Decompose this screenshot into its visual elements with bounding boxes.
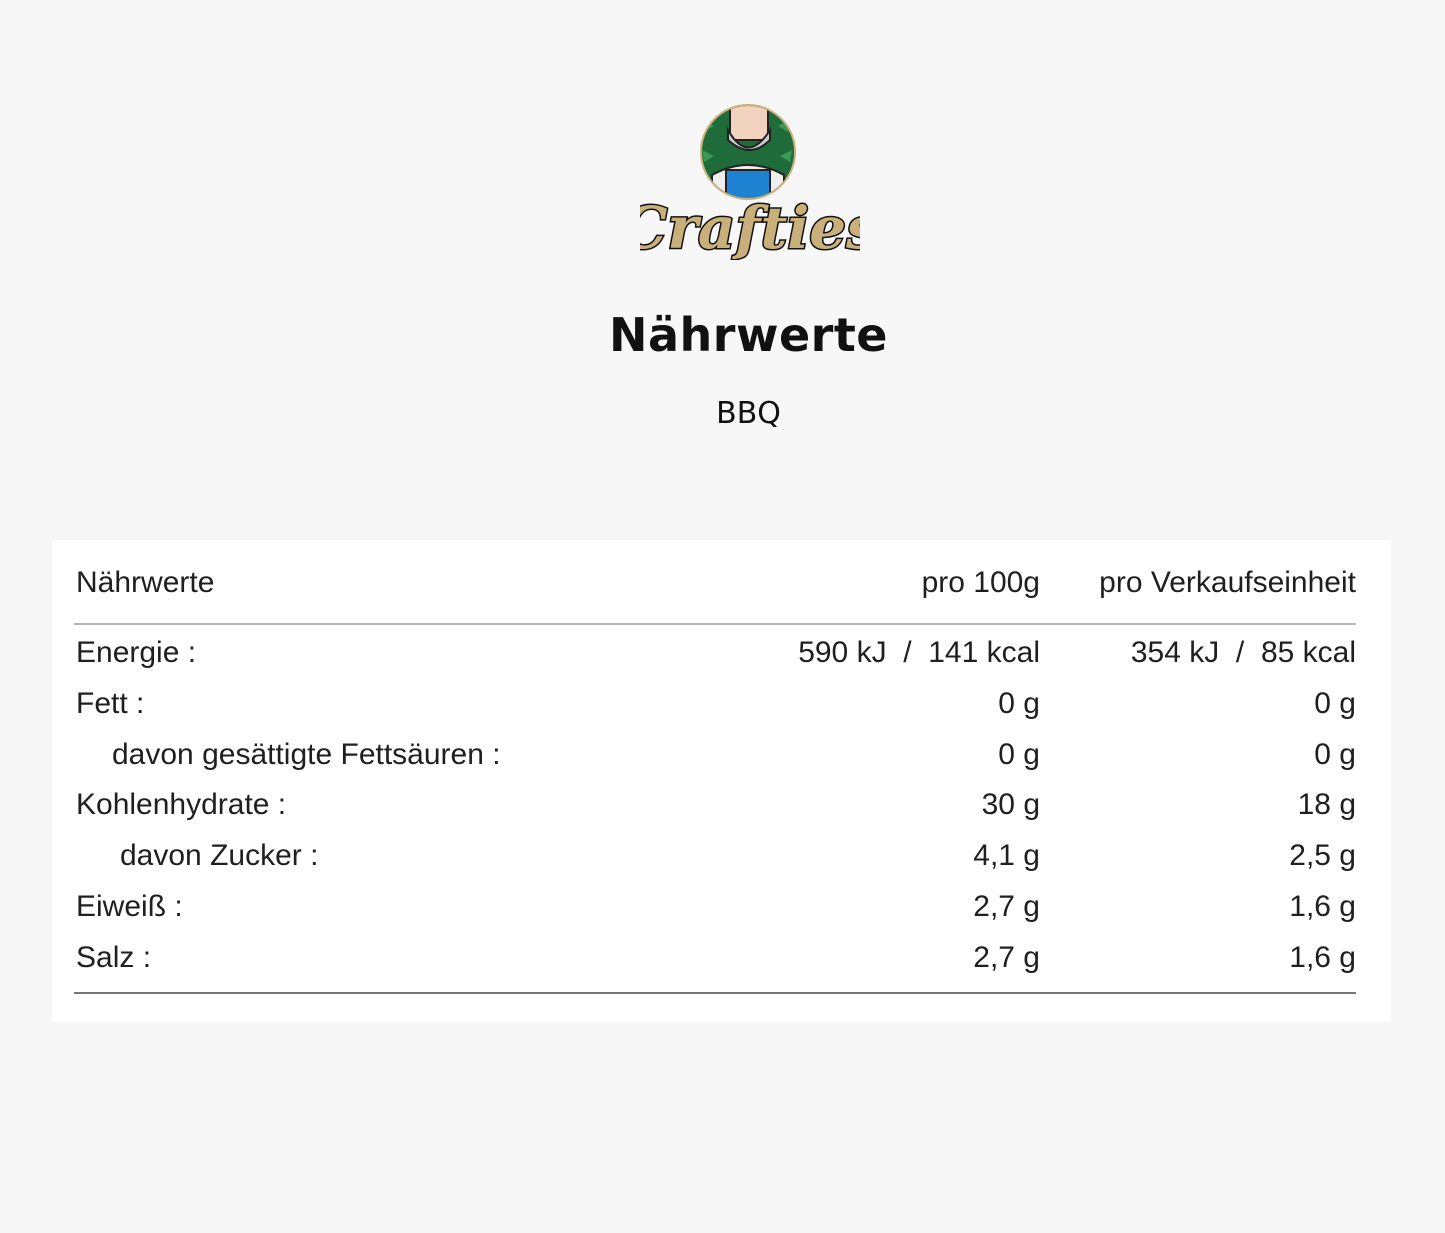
value-per-unit: 354 kJ / 85 kcal — [1130, 636, 1356, 669]
header-nutrients: Nährwerte — [76, 566, 215, 599]
table-row: Eiweiß : 2,7 g 1,6 g — [76, 890, 1356, 930]
nutrient-label: Eiweiß : — [76, 890, 183, 923]
header-per-100g: pro 100g — [921, 566, 1040, 599]
value-per-100g: 0 g — [998, 737, 1040, 771]
value-per-unit: 1,6 g — [1289, 940, 1356, 974]
value-per-100g: 2,7 g — [973, 940, 1040, 974]
nutrient-label: Salz : — [76, 940, 152, 974]
value-per-unit: 2,5 g — [1289, 839, 1356, 873]
table-bottom-divider — [74, 992, 1356, 994]
table-row: Salz : 2,7 g 1,6 g — [76, 941, 1356, 981]
value-per-unit: 0 g — [1314, 737, 1356, 771]
nutrient-label: Fett : — [76, 686, 145, 720]
svg-text:Crafties: Crafties — [640, 194, 860, 260]
nutrient-label: davon Zucker : — [120, 839, 319, 873]
table-row: Kohlenhydrate : 30 g 18 g — [76, 788, 1356, 828]
table-header: Nährwerte pro 100g pro Verkaufseinheit — [76, 566, 1356, 606]
header-divider — [74, 623, 1356, 625]
nutrient-label: davon gesättigte Fettsäuren : — [112, 737, 501, 771]
value-per-unit: 0 g — [1314, 686, 1356, 720]
nutrition-table: Nährwerte pro 100g pro Verkaufseinheit E… — [52, 540, 1391, 1022]
table-row: Fett : 0 g 0 g — [76, 687, 1356, 727]
nutrient-label: Energie : — [76, 636, 197, 669]
table-row: Energie : 590 kJ / 141 kcal 354 kJ / 85 … — [76, 636, 1356, 676]
page-title: Nährwerte — [608, 308, 889, 362]
value-per-100g: 0 g — [998, 686, 1040, 720]
product-variant: BBQ — [716, 396, 781, 431]
nutrient-label: Kohlenhydrate : — [76, 788, 287, 822]
value-per-100g: 2,7 g — [973, 890, 1040, 923]
table-row: davon Zucker : 4,1 g 2,5 g — [76, 839, 1356, 879]
header-per-unit: pro Verkaufseinheit — [1099, 566, 1356, 599]
table-row: davon gesättigte Fettsäuren : 0 g 0 g — [76, 738, 1356, 778]
crafties-logo: Crafties — [640, 104, 860, 260]
value-per-100g: 30 g — [981, 788, 1040, 822]
value-per-unit: 18 g — [1297, 788, 1356, 822]
value-per-unit: 1,6 g — [1289, 890, 1356, 923]
value-per-100g: 4,1 g — [973, 839, 1040, 873]
value-per-100g: 590 kJ / 141 kcal — [798, 636, 1040, 669]
